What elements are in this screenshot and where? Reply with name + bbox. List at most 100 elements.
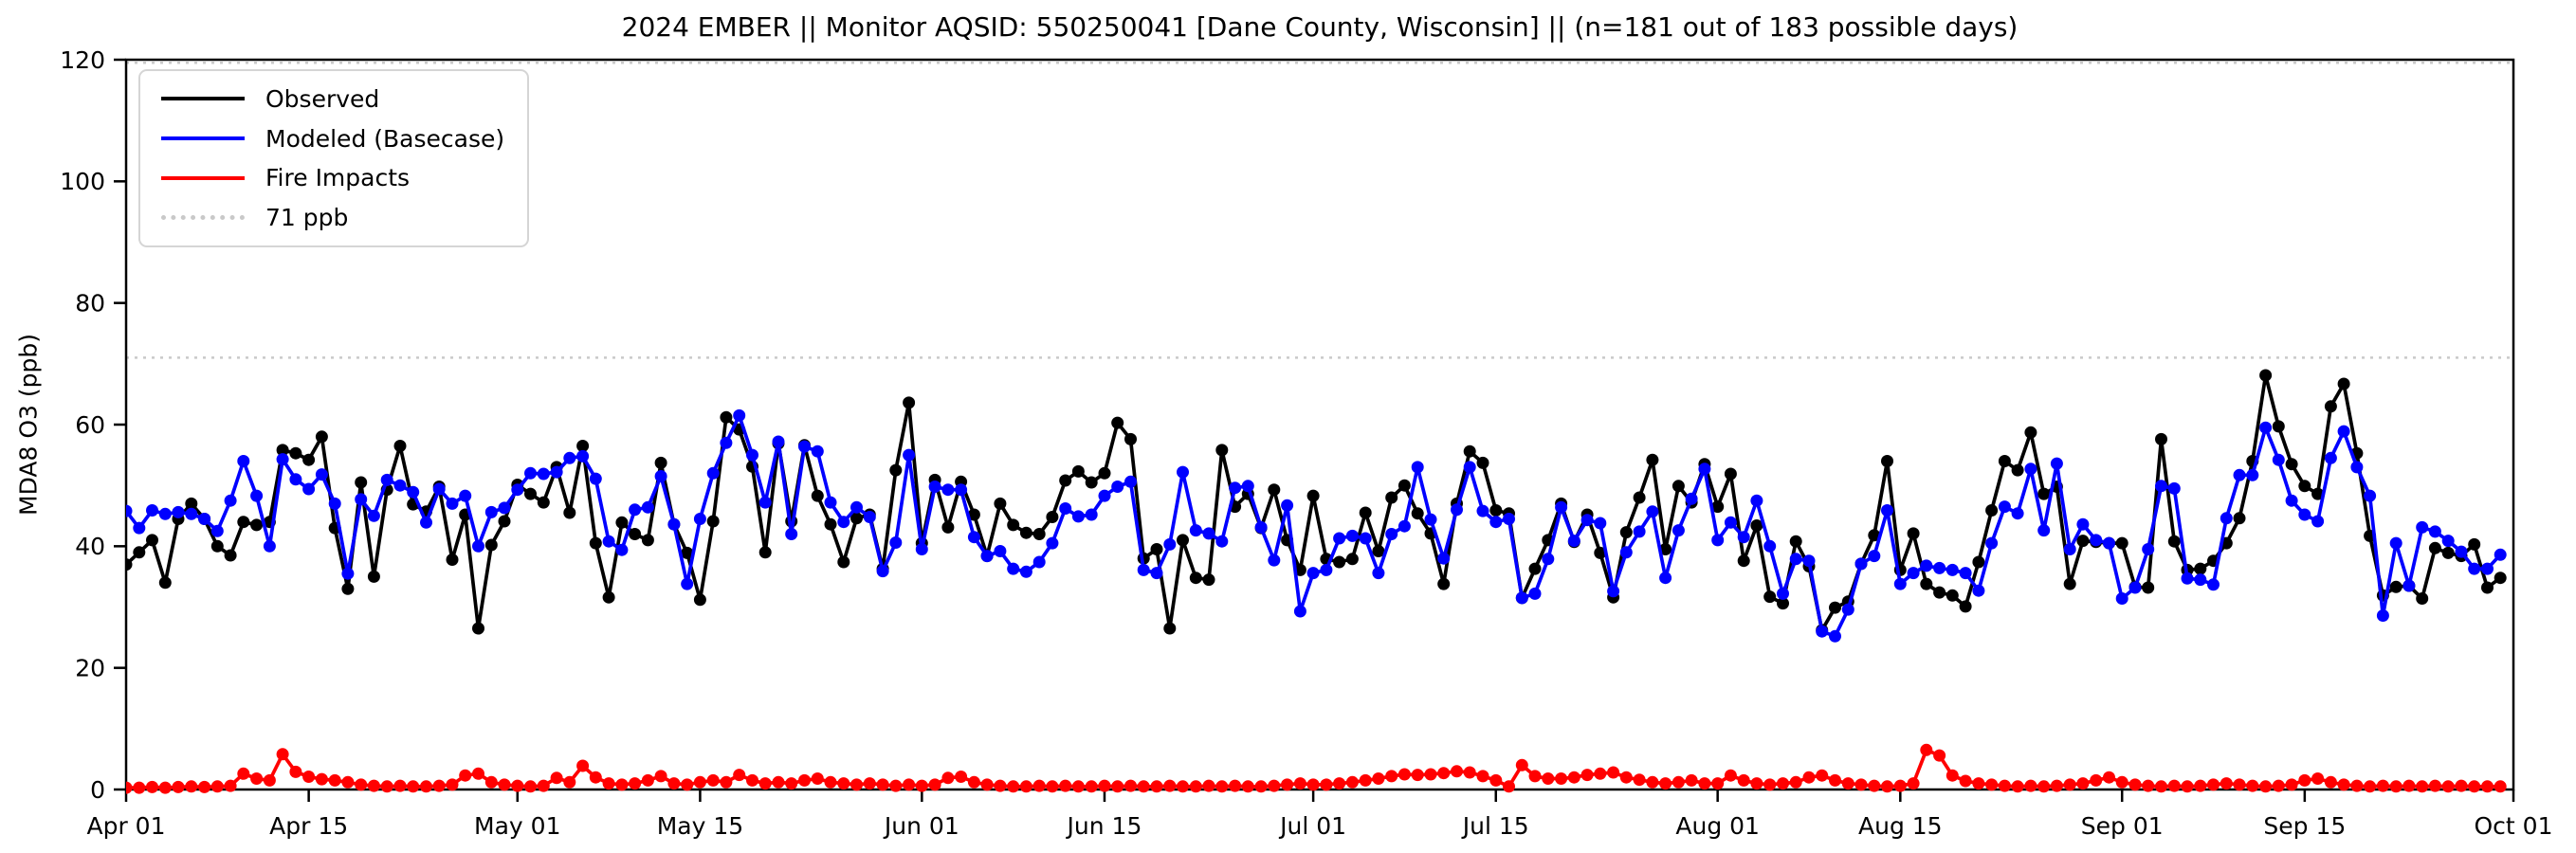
modeled-basecase-marker <box>1189 524 1202 537</box>
modeled-basecase-marker <box>1972 584 1985 597</box>
fire-impacts-marker <box>289 765 302 778</box>
modeled-basecase-marker <box>1281 499 1294 512</box>
observed-marker <box>941 520 955 534</box>
modeled-basecase-marker <box>1320 563 1333 576</box>
fire-impacts-marker <box>550 771 563 785</box>
fire-impacts-marker <box>1868 779 1881 792</box>
y-tick-label: 40 <box>75 533 105 560</box>
fire-impacts-marker <box>1229 779 1242 792</box>
modeled-basecase-marker <box>446 497 459 510</box>
modeled-basecase-marker <box>980 550 994 563</box>
observed-marker <box>2155 432 2167 445</box>
observed-marker <box>758 546 772 559</box>
modeled-basecase-marker <box>380 473 393 486</box>
modeled-basecase-marker <box>2142 543 2155 555</box>
modeled-basecase-marker <box>315 468 328 481</box>
fire-impacts-marker <box>563 775 576 789</box>
observed-marker <box>2441 546 2455 559</box>
fire-impacts-marker <box>1189 780 1202 793</box>
fire-impacts-marker <box>2233 778 2246 791</box>
modeled-basecase-marker <box>1646 505 1659 518</box>
modeled-basecase-marker <box>1946 563 1959 576</box>
modeled-basecase-marker <box>1137 563 1150 576</box>
modeled-basecase-marker <box>2285 494 2298 507</box>
fire-impacts-marker <box>2481 780 2494 793</box>
observed-marker <box>850 512 863 525</box>
observed-marker <box>250 518 264 532</box>
modeled-basecase-marker <box>2441 535 2455 548</box>
observed-marker <box>837 555 850 569</box>
fire-impacts-marker <box>328 773 341 787</box>
fire-impacts-marker <box>1489 773 1503 787</box>
observed-marker <box>2389 580 2402 593</box>
observed-marker <box>393 440 407 452</box>
legend-label-observed: Observed <box>265 84 380 113</box>
observed-marker <box>1959 600 1972 613</box>
modeled-basecase-marker <box>1268 554 1281 567</box>
observed-marker <box>641 534 654 547</box>
observed-marker <box>2115 536 2128 550</box>
fire-impacts-marker <box>367 779 380 792</box>
y-axis-label: MDA8 O3 (ppb) <box>14 334 43 516</box>
fire-impacts-marker <box>1841 777 1854 790</box>
fire-impacts-marker <box>537 779 550 792</box>
observed-marker <box>1385 491 1398 504</box>
observed-marker <box>1059 474 1072 487</box>
observed-marker <box>1019 526 1032 539</box>
fire-impacts-marker <box>1711 777 1725 790</box>
modeled-basecase-marker <box>798 440 811 453</box>
fire-impacts-marker <box>1007 780 1020 793</box>
modeled-basecase-marker <box>1841 603 1854 616</box>
observed-marker <box>341 582 355 595</box>
observed-marker <box>126 558 133 572</box>
fire-impacts-marker <box>1398 768 1411 781</box>
fire-impacts-marker <box>1946 769 1959 782</box>
fire-impacts-marker <box>1672 775 1685 789</box>
fire-impacts-marker <box>2389 780 2402 793</box>
modeled-basecase-marker <box>1724 516 1737 529</box>
modeled-basecase-marker <box>629 503 642 517</box>
observed-marker <box>1633 491 1646 504</box>
modeled-basecase-marker <box>1515 591 1528 605</box>
modeled-basecase-marker <box>2103 536 2115 550</box>
fire-impacts-marker <box>1032 779 1046 792</box>
modeled-basecase-marker <box>1463 461 1476 474</box>
fire-impacts-marker <box>1046 780 1059 793</box>
fire-impacts-marker <box>2285 778 2298 791</box>
modeled-basecase-marker <box>1881 504 1893 517</box>
fire-impacts-marker <box>2037 780 2051 793</box>
modeled-basecase-marker <box>237 455 250 467</box>
fire-impacts-marker <box>837 777 850 790</box>
fire-impacts-marker <box>2311 772 2325 785</box>
observed-marker <box>1789 535 1802 548</box>
modeled-basecase-marker <box>1802 554 1816 568</box>
modeled-basecase-marker <box>2259 421 2273 434</box>
modeled-basecase-marker <box>1177 465 1189 479</box>
modeled-basecase-marker <box>2337 425 2350 438</box>
modeled-basecase-marker <box>1528 587 1542 600</box>
legend-label-modeled: Modeled (Basecase) <box>265 124 505 153</box>
x-tick-label: Jul 15 <box>1461 812 1529 840</box>
fire-impacts-marker <box>2455 779 2468 792</box>
fire-impacts-marker <box>602 777 615 790</box>
fire-impacts-marker <box>2468 780 2481 793</box>
modeled-basecase-marker <box>681 577 694 590</box>
observed-marker <box>315 430 328 444</box>
fire-impacts-marker <box>380 780 393 793</box>
fire-impacts-marker <box>1789 775 1802 789</box>
modeled-basecase-marker <box>746 448 758 462</box>
observed-marker <box>1920 577 1933 590</box>
modeled-basecase-marker <box>2115 592 2128 605</box>
fire-impacts-marker <box>511 779 524 792</box>
observed-marker <box>1177 534 1189 547</box>
fire-impacts-marker <box>276 748 289 761</box>
modeled-basecase-marker <box>2246 468 2259 481</box>
modeled-basecase-marker <box>1763 539 1777 553</box>
fire-impacts-marker <box>1698 777 1711 790</box>
fire-impacts-marker <box>1607 766 1620 779</box>
fire-impacts-marker <box>941 771 955 785</box>
fire-impacts-marker <box>2324 775 2337 789</box>
observed-marker <box>2011 463 2024 477</box>
modeled-basecase-marker <box>2011 507 2024 520</box>
modeled-basecase-marker <box>1215 535 1229 548</box>
